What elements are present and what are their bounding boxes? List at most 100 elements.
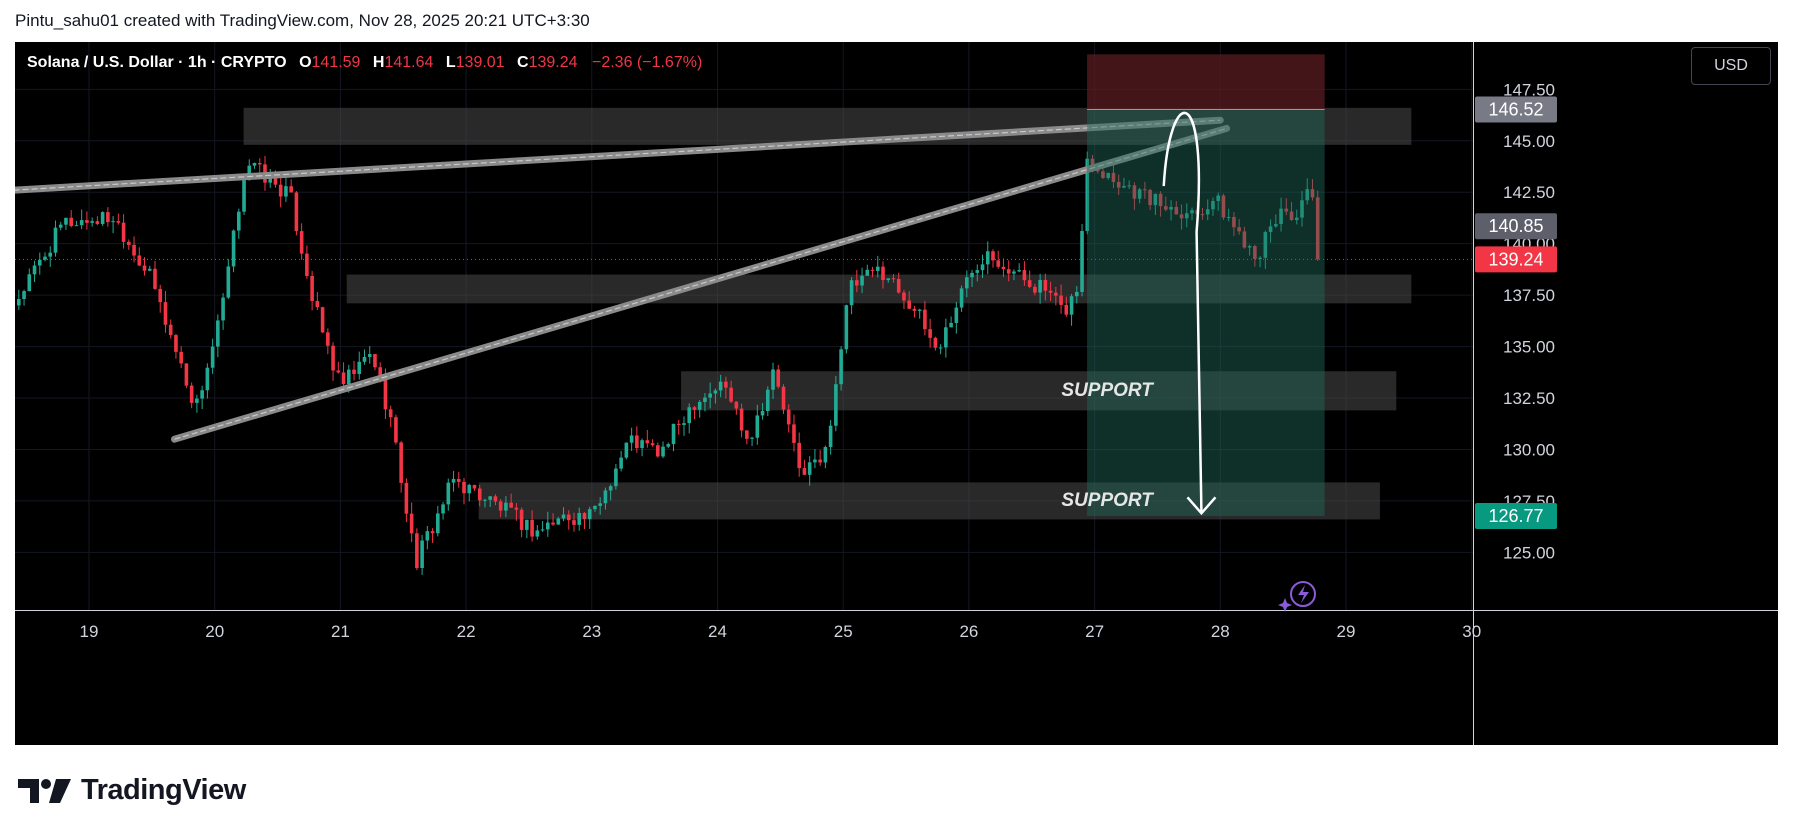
candle-body (587, 509, 592, 520)
candle (1059, 284, 1063, 314)
candle-body (121, 222, 126, 242)
candle (655, 442, 660, 458)
candle (1048, 281, 1053, 302)
candle (745, 429, 749, 445)
candle-body (200, 390, 204, 399)
candle-body (760, 410, 765, 416)
candle-body (64, 217, 68, 225)
candle (1106, 172, 1111, 180)
candle (462, 477, 466, 505)
candle-body (1122, 186, 1126, 188)
candle-body (734, 401, 739, 409)
candle (367, 346, 372, 364)
candle-body (1174, 206, 1179, 215)
candle-body (32, 265, 37, 275)
candle (587, 506, 592, 529)
price-tick-label: 132.50 (1503, 389, 1555, 408)
candle-body (1111, 172, 1116, 182)
candle (1033, 283, 1037, 296)
candle-body (472, 484, 477, 489)
candle-body (1305, 189, 1310, 201)
candle (760, 402, 765, 420)
candle-body (436, 513, 440, 534)
candle-body (257, 162, 262, 165)
candle-body (1232, 216, 1236, 228)
candle (1038, 273, 1042, 304)
candle-body (69, 217, 73, 226)
candle (226, 259, 231, 300)
candle-body (100, 212, 105, 224)
candle (959, 285, 964, 312)
candle-body (1038, 279, 1042, 293)
candle (48, 246, 53, 267)
candle (352, 360, 356, 381)
trend-line-inner (174, 127, 1227, 440)
price-chart[interactable]: SUPPORTSUPPORT147.50145.00142.50140.0013… (15, 42, 1778, 745)
candle (1242, 226, 1247, 249)
candle-body (1090, 158, 1095, 170)
candle-body (645, 440, 650, 444)
candle-body (420, 540, 424, 568)
candle-body (786, 409, 791, 425)
candle-body (514, 507, 519, 510)
candle-body (231, 230, 236, 267)
lightning-icon (1278, 581, 1316, 612)
candle-body (614, 468, 618, 487)
price-axis-badge: 126.77 (1475, 502, 1557, 529)
candle-body (346, 369, 351, 385)
candle-body (566, 514, 571, 521)
tradingview-logo-icon (18, 778, 71, 803)
candle (577, 507, 582, 531)
chart-panel[interactable]: SUPPORT SUPPORT 147.50 145.00 142.50 140.00 13… (15, 42, 1778, 745)
candle (79, 209, 84, 230)
candle (1022, 261, 1027, 286)
time-tick-label: 28 (1211, 622, 1230, 641)
candle-body (792, 424, 796, 443)
candle-body (1001, 266, 1006, 270)
candle-body (294, 192, 299, 232)
candle-body (912, 308, 917, 311)
candle (855, 269, 859, 293)
brand-footer[interactable]: TradingView (18, 774, 246, 807)
candle-body (1294, 217, 1299, 221)
candle-body (849, 280, 854, 306)
candle (189, 382, 194, 409)
candle (912, 305, 917, 318)
candle-body (137, 255, 142, 266)
price-tick-label: 142.50 (1503, 183, 1555, 202)
take-profit-box (1087, 109, 1325, 516)
candle (1200, 207, 1205, 220)
candle-body (147, 268, 152, 271)
candle (153, 260, 157, 290)
candle (362, 349, 367, 365)
candle (650, 439, 655, 447)
candle-body (582, 513, 587, 520)
candle-body (1043, 279, 1048, 291)
candle (284, 176, 288, 202)
candle (729, 380, 733, 404)
candle (519, 507, 524, 538)
candle-body (996, 260, 1001, 267)
candle-body (535, 530, 540, 537)
candle-body (462, 481, 466, 494)
candle (1294, 209, 1299, 225)
candle (938, 344, 943, 355)
candle-body (818, 459, 822, 463)
candle (216, 314, 220, 358)
candle (619, 450, 623, 472)
candle (907, 291, 911, 310)
candle-body (985, 251, 990, 265)
candle-body (1080, 231, 1084, 292)
candle-body (603, 490, 608, 504)
candle-body (1027, 280, 1032, 287)
candle-body (781, 386, 786, 410)
candle-body (692, 407, 697, 410)
time-tick-label: 21 (331, 622, 350, 641)
candle (1143, 181, 1147, 199)
candle-body (561, 514, 566, 519)
candle (1300, 190, 1304, 227)
candle (278, 176, 283, 208)
currency-button[interactable]: USD (1691, 47, 1771, 85)
symbol-legend: Solana / U.S. Dollar · 1h · CRYPTO O141.… (27, 54, 702, 72)
resistance-zone (243, 107, 1412, 145)
